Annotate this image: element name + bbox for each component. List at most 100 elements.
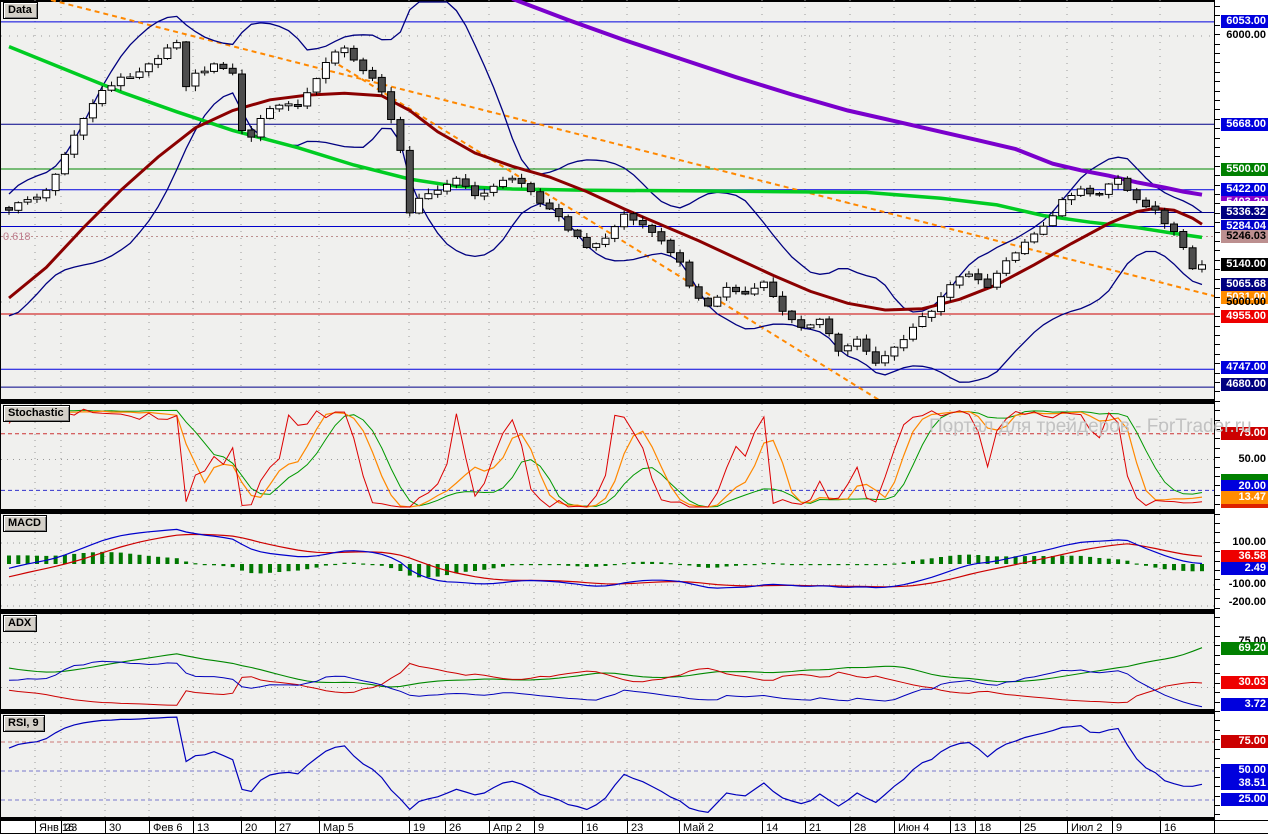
axis-tick xyxy=(1215,119,1220,120)
axis-tick xyxy=(1215,542,1220,543)
price-axis-label: 75.00 xyxy=(1221,427,1268,440)
price-axis-label-clipped xyxy=(1221,504,1268,508)
price-axis-label: 5422.00 xyxy=(1221,183,1268,196)
macd-panel-chart[interactable] xyxy=(1,514,1214,609)
axis-tick xyxy=(1215,81,1220,82)
axis-tick xyxy=(1215,608,1220,609)
fibonacci-level-label: 0.618 xyxy=(3,231,31,243)
axis-tick xyxy=(1215,711,1220,712)
date-axis-tick xyxy=(1214,821,1215,834)
axis-tick xyxy=(1215,6,1220,7)
rsi-panel-chart[interactable] xyxy=(1,714,1214,817)
axis-tick xyxy=(1215,203,1220,204)
axis-tick xyxy=(1215,551,1220,552)
axis-tick xyxy=(1215,297,1220,298)
stochastic-panel-title[interactable]: Stochastic xyxy=(3,405,70,422)
axis-tick xyxy=(1215,156,1220,157)
axis-tick xyxy=(1215,138,1220,139)
date-axis-tick xyxy=(489,821,490,834)
axis-tick xyxy=(1215,570,1220,571)
axis-tick xyxy=(1215,72,1220,73)
axis-tick xyxy=(1215,777,1220,778)
price-axis-label: 5500.00 xyxy=(1221,163,1268,176)
date-axis-label: 18 xyxy=(979,822,992,834)
date-axis-label: Апр 2 xyxy=(493,822,522,834)
price-axis-label: 5336.32 xyxy=(1221,206,1268,219)
date-axis-label: 23 xyxy=(631,822,644,834)
axis-tick xyxy=(1215,749,1220,750)
axis-tick xyxy=(1215,514,1220,515)
price-axis-label: 4955.00 xyxy=(1221,310,1268,323)
axis-tick xyxy=(1215,91,1220,92)
axis-tick xyxy=(1215,269,1220,270)
axis-tick xyxy=(1215,34,1220,35)
date-axis-tick xyxy=(894,821,895,834)
axis-tick xyxy=(1215,438,1220,439)
axis-tick xyxy=(1215,692,1220,693)
price-axis-label: 5668.00 xyxy=(1221,118,1268,131)
panel-separator[interactable] xyxy=(1,817,1268,820)
stochastic-panel-chart[interactable] xyxy=(1,404,1214,509)
axis-tick xyxy=(1215,15,1220,16)
axis-tick xyxy=(1215,655,1220,656)
axis-tick xyxy=(1215,805,1220,806)
date-axis-tick xyxy=(1112,821,1113,834)
price-axis-label: 75.00 xyxy=(1221,735,1268,748)
top-border xyxy=(1,0,1268,2)
price-axis-label: 4680.00 xyxy=(1221,378,1268,391)
axis-tick xyxy=(1215,664,1220,665)
price-axis-label: 3.72 xyxy=(1221,698,1268,711)
price-axis-label: 69.20 xyxy=(1221,642,1268,655)
axis-tick xyxy=(1215,673,1220,674)
date-axis-label: Фев 6 xyxy=(153,822,183,834)
axis-tick xyxy=(1215,213,1220,214)
date-axis-tick xyxy=(193,821,194,834)
axis-tick xyxy=(1215,316,1220,317)
axis-tick xyxy=(1215,814,1220,815)
axis-tick xyxy=(1215,786,1220,787)
panel-separator[interactable] xyxy=(1,709,1268,714)
axis-tick xyxy=(1215,645,1220,646)
macd-panel-title[interactable]: MACD xyxy=(3,515,47,532)
axis-tick xyxy=(1215,448,1220,449)
adx-panel-title[interactable]: ADX xyxy=(3,615,38,632)
date-axis-tick xyxy=(975,821,976,834)
price-axis-label: 5403.20 xyxy=(1221,196,1268,201)
axis-tick xyxy=(1215,344,1220,345)
date-axis-label: 9 xyxy=(538,822,545,834)
rsi-panel-title[interactable]: RSI, 9 xyxy=(3,715,45,732)
price-panel-title[interactable]: Data xyxy=(3,2,38,19)
date-axis-label: Июл 2 xyxy=(1071,822,1103,834)
axis-tick xyxy=(1215,720,1220,721)
axis-tick xyxy=(1215,636,1220,637)
date-axis-tick xyxy=(850,821,851,834)
axis-tick xyxy=(1215,194,1220,195)
date-axis-label: 27 xyxy=(279,822,292,834)
panel-separator[interactable] xyxy=(1,609,1268,614)
date-axis-label: 13 xyxy=(954,822,967,834)
axis-tick xyxy=(1215,796,1220,797)
date-axis-tick xyxy=(582,821,583,834)
axis-tick xyxy=(1215,767,1220,768)
axis-tick xyxy=(1215,382,1220,383)
date-axis-label: 25 xyxy=(1024,822,1037,834)
panel-separator[interactable] xyxy=(1,509,1268,514)
axis-tick xyxy=(1215,420,1220,421)
axis-tick xyxy=(1215,109,1220,110)
price-panel-chart[interactable] xyxy=(1,0,1214,399)
price-axis-label: 20.00 xyxy=(1221,480,1268,493)
price-axis-label: 50.00 xyxy=(1221,764,1268,777)
axis-tick xyxy=(1215,504,1220,505)
axis-tick xyxy=(1215,185,1220,186)
axis-tick xyxy=(1215,739,1220,740)
date-axis-label: 14 xyxy=(766,822,779,834)
price-axis-label: 13.47 xyxy=(1221,491,1268,504)
axis-tick xyxy=(1215,410,1220,411)
panel-separator[interactable] xyxy=(1,399,1268,404)
axis-tick xyxy=(1215,250,1220,251)
axis-tick xyxy=(1215,730,1220,731)
axis-tick xyxy=(1215,579,1220,580)
adx-panel-chart[interactable] xyxy=(1,614,1214,709)
axis-tick xyxy=(1215,401,1220,402)
date-axis-tick xyxy=(1160,821,1161,834)
